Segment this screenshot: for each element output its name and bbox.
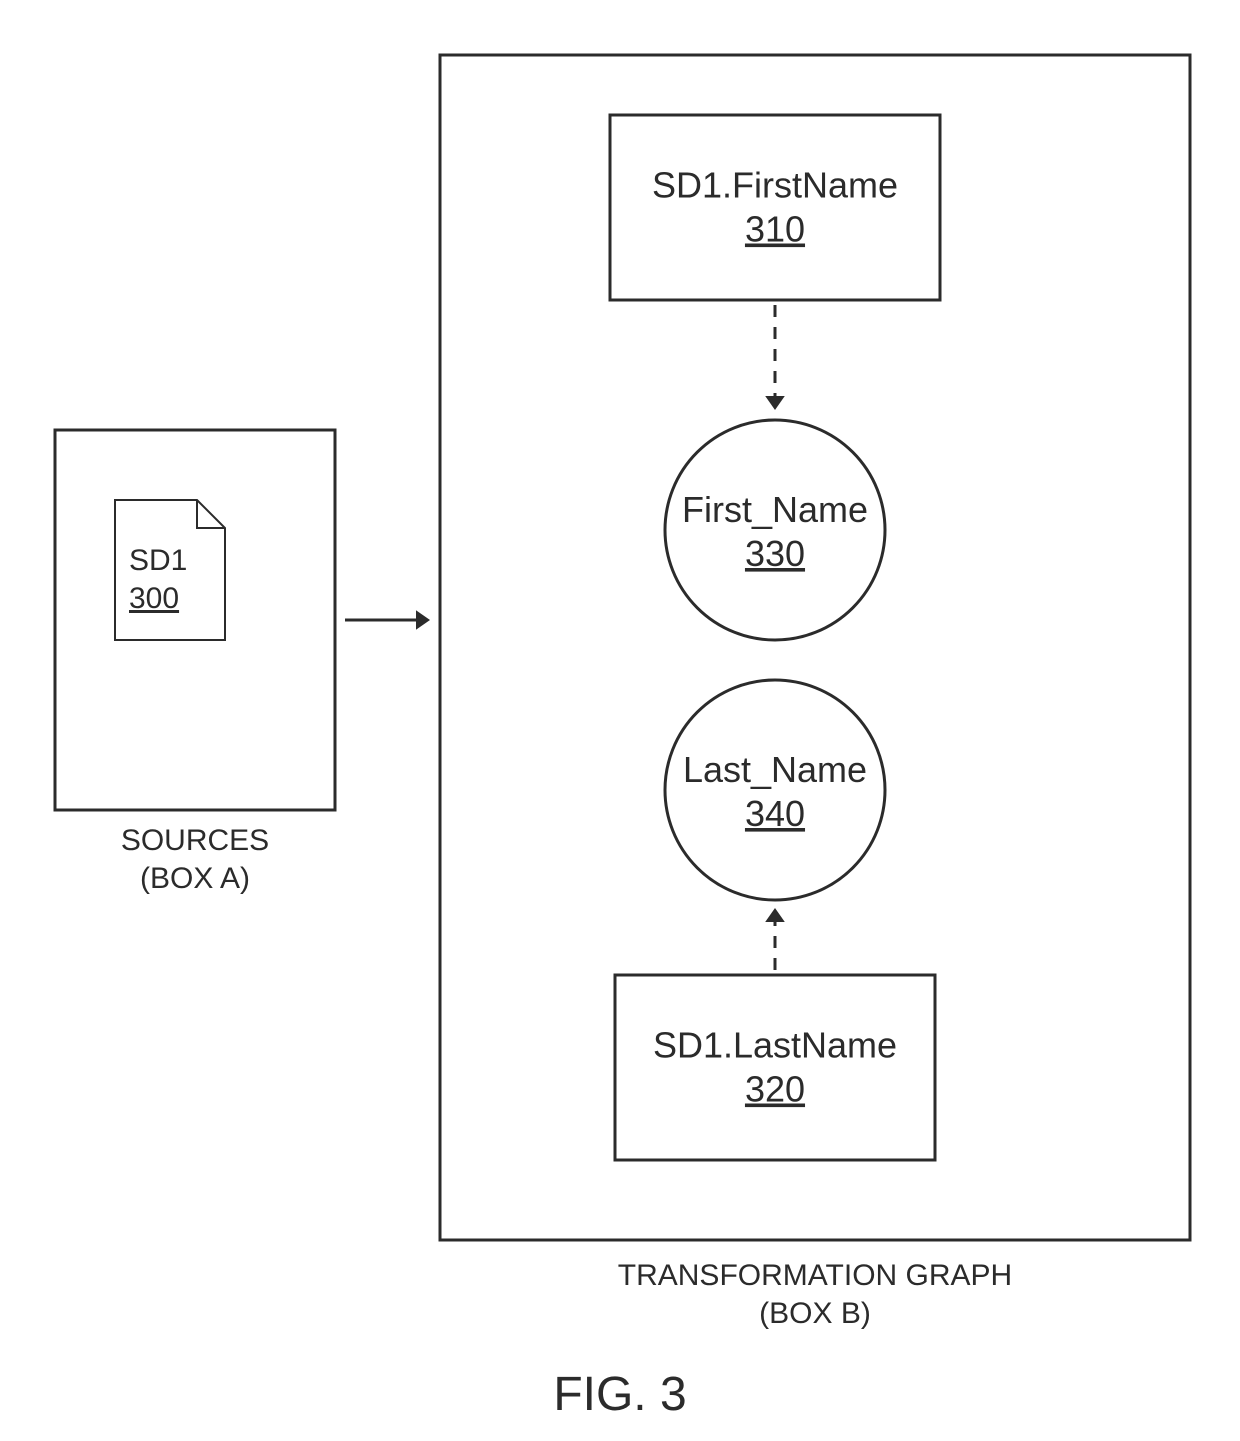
node-sd1-lastname-label: SD1.LastName xyxy=(653,1025,897,1066)
sources-label-line2: (BOX A) xyxy=(140,862,250,895)
figure-label: FIG. 3 xyxy=(553,1368,686,1421)
arrow-sources-to-graph-head xyxy=(416,610,430,630)
document-ref: 300 xyxy=(129,582,179,615)
graph-label-line2: (BOX B) xyxy=(759,1297,871,1330)
edge-lastname-up-head xyxy=(765,908,785,922)
sources-box xyxy=(55,430,335,810)
node-first-name xyxy=(665,420,885,640)
node-sd1-firstname-ref: 310 xyxy=(745,209,805,250)
node-last-name-ref: 340 xyxy=(745,793,805,834)
node-last-name xyxy=(665,680,885,900)
document-label: SD1 xyxy=(129,544,187,577)
node-last-name-label: Last_Name xyxy=(683,749,867,790)
node-sd1-lastname-ref: 320 xyxy=(745,1069,805,1110)
sources-label-line1: SOURCES xyxy=(121,824,269,857)
node-sd1-firstname-label: SD1.FirstName xyxy=(652,165,898,206)
node-first-name-label: First_Name xyxy=(682,489,868,530)
node-first-name-ref: 330 xyxy=(745,533,805,574)
edge-firstname-down-head xyxy=(765,396,785,410)
node-sd1-lastname xyxy=(615,975,935,1160)
graph-label-line1: TRANSFORMATION GRAPH xyxy=(618,1259,1012,1292)
node-sd1-firstname xyxy=(610,115,940,300)
